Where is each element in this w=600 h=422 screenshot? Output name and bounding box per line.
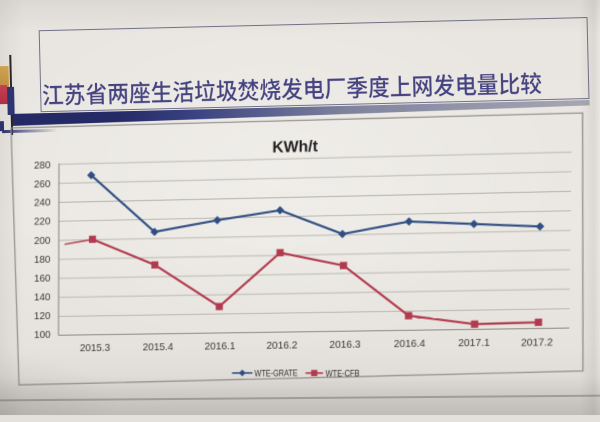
svg-text:100: 100 xyxy=(34,330,51,341)
svg-text:2016.2: 2016.2 xyxy=(266,340,297,352)
svg-text:140: 140 xyxy=(34,292,51,303)
svg-text:220: 220 xyxy=(34,217,51,228)
svg-text:WTE-GRATE: WTE-GRATE xyxy=(254,368,297,379)
svg-text:WTE-CFB: WTE-CFB xyxy=(325,368,359,379)
svg-text:260: 260 xyxy=(34,179,51,190)
svg-text:2015.3: 2015.3 xyxy=(80,343,111,354)
svg-text:2016.1: 2016.1 xyxy=(205,341,236,353)
svg-text:240: 240 xyxy=(34,198,51,209)
svg-text:160: 160 xyxy=(34,273,51,284)
svg-text:120: 120 xyxy=(34,311,51,322)
svg-text:2015.4: 2015.4 xyxy=(143,342,174,354)
svg-text:180: 180 xyxy=(34,255,51,266)
svg-text:2017.1: 2017.1 xyxy=(458,338,490,350)
svg-text:2017.2: 2017.2 xyxy=(521,337,553,349)
svg-text:KWh/t: KWh/t xyxy=(272,138,318,157)
svg-text:200: 200 xyxy=(34,236,51,247)
svg-text:280: 280 xyxy=(34,160,51,172)
svg-text:2016.4: 2016.4 xyxy=(394,339,426,351)
svg-text:2016.3: 2016.3 xyxy=(329,339,361,351)
